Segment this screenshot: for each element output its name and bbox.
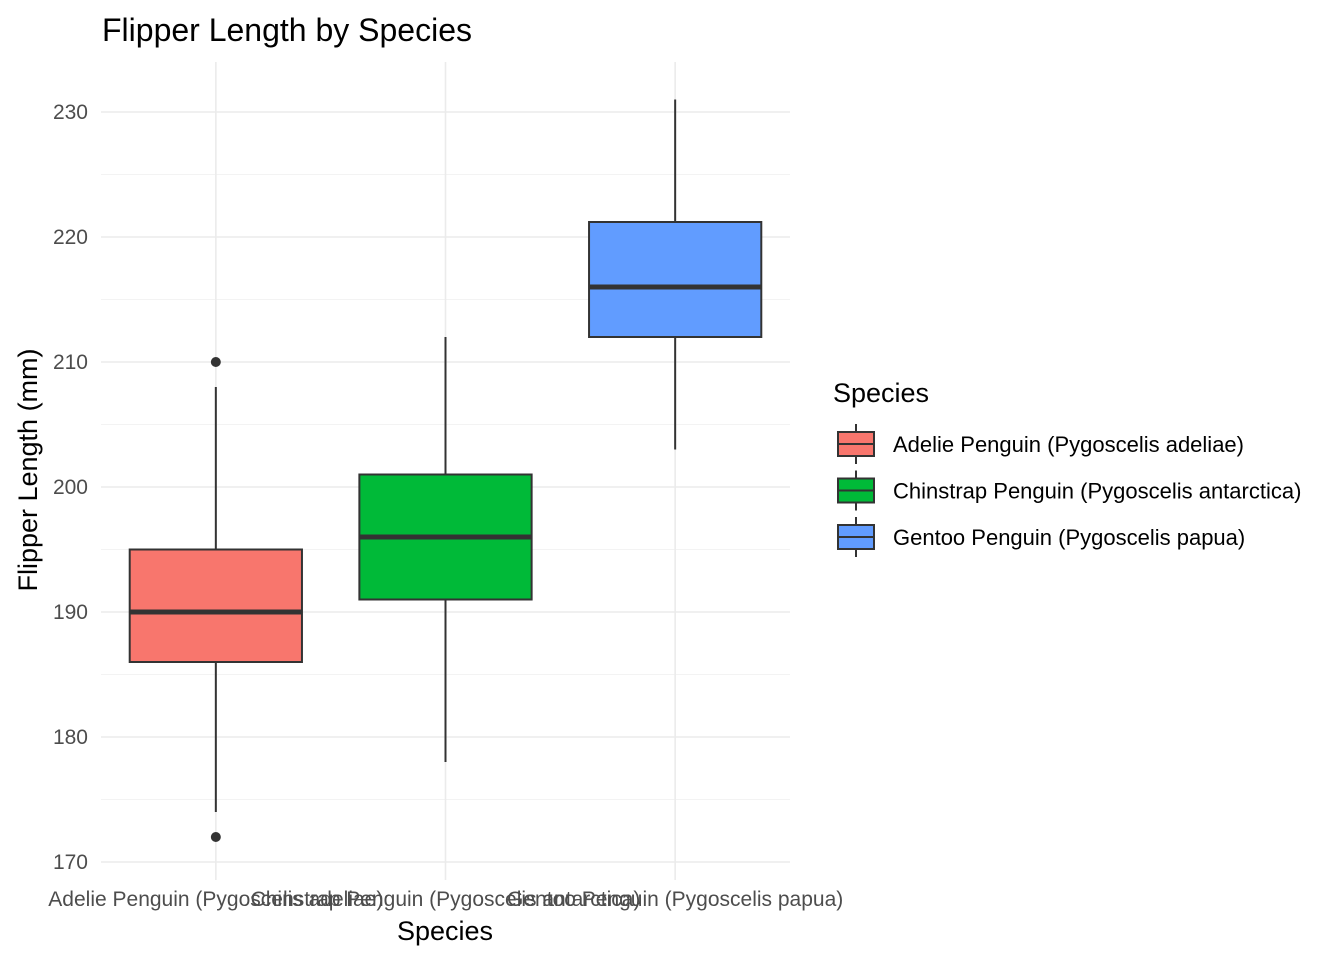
chart-title: Flipper Length by Species bbox=[102, 12, 472, 48]
legend-item-1: Adelie Penguin (Pygoscelis adeliae) bbox=[837, 424, 1244, 464]
y-tick-label: 230 bbox=[53, 101, 88, 124]
legend-item-3: Gentoo Penguin (Pygoscelis papua) bbox=[837, 517, 1245, 557]
y-axis-title: Flipper Length (mm) bbox=[13, 348, 43, 591]
x-axis-title: Species bbox=[397, 916, 493, 946]
legend-item-2: Chinstrap Penguin (Pygoscelis antarctica… bbox=[837, 470, 1301, 511]
outlier-point bbox=[210, 832, 221, 842]
legend: Species Adelie Penguin (Pygoscelis adeli… bbox=[833, 378, 1301, 557]
boxplot-2 bbox=[358, 337, 533, 762]
y-tick-label: 210 bbox=[53, 351, 88, 374]
boxplot-3 bbox=[588, 99, 763, 450]
boxplots bbox=[128, 99, 763, 842]
y-tick-label: 190 bbox=[53, 601, 88, 624]
x-axis-ticks: Adelie Penguin (Pygoscelis adeliae)Chins… bbox=[48, 888, 843, 911]
y-axis-ticks: 170 180 190 200 210 220 230 bbox=[53, 101, 88, 874]
y-tick-label: 170 bbox=[53, 851, 88, 874]
legend-title: Species bbox=[833, 378, 929, 408]
boxplot-1 bbox=[128, 357, 303, 842]
x-tick-label: Gentoo Penguin (Pygoscelis papua) bbox=[507, 888, 843, 911]
y-tick-label: 180 bbox=[53, 726, 88, 749]
box-iqr bbox=[128, 548, 303, 663]
outlier-point bbox=[210, 357, 221, 367]
y-tick-label: 220 bbox=[53, 226, 88, 249]
x-tick-label: Adelie Penguin (Pygoscelis adeliae) bbox=[48, 888, 383, 911]
y-tick-label: 200 bbox=[53, 476, 88, 499]
legend-label: Gentoo Penguin (Pygoscelis papua) bbox=[893, 525, 1245, 550]
legend-items: Adelie Penguin (Pygoscelis adeliae) Chins… bbox=[837, 424, 1301, 557]
x-tick-label: Chinstrap Penguin (Pygoscelis antarctica… bbox=[251, 888, 641, 911]
box-iqr bbox=[588, 221, 763, 338]
legend-label: Chinstrap Penguin (Pygoscelis antarctica… bbox=[893, 479, 1301, 504]
legend-label: Adelie Penguin (Pygoscelis adeliae) bbox=[893, 432, 1244, 457]
